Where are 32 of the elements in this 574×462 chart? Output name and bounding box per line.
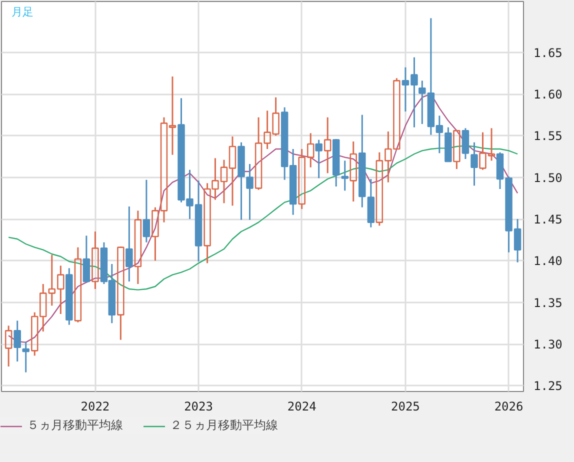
y-tick-label: 1.40 [534,254,562,268]
y-tick-label: 1.25 [534,379,562,394]
candlestick [367,178,375,228]
candlestick [341,160,348,192]
legend-label: ５ヵ月移動平均線 [27,417,123,434]
candlestick [142,179,150,244]
y-tick-label: 1.45 [534,212,562,226]
candlestick [66,267,73,326]
candlestick [126,206,133,282]
x-tick-label: 2026 [494,400,524,414]
candlestick [22,340,30,374]
candlestick [358,114,366,208]
candlestick [4,324,12,368]
candlestick [92,230,99,290]
candlestick [324,116,332,174]
x-tick-label: 2025 [391,400,420,414]
chart-title: 月足 [12,6,34,18]
candlestick [470,142,478,186]
y-tick-label: 1.35 [534,296,562,310]
y-tick-label: 1.60 [534,88,562,102]
y-tick-label: 1.30 [534,338,562,352]
candlestick [350,140,357,202]
x-tick-label: 2023 [184,400,213,414]
legend-label: ２５ヵ月移動平均線 [170,417,278,434]
candlestick [134,210,142,285]
y-tick-label: 1.50 [534,170,562,185]
x-tick-label: 2022 [80,400,110,414]
y-tick-label: 1.55 [534,129,562,144]
candlestick [14,320,21,362]
x-tick-label: 2024 [287,400,316,414]
candlestick [246,163,254,221]
y-tick-label: 1.65 [534,46,562,60]
